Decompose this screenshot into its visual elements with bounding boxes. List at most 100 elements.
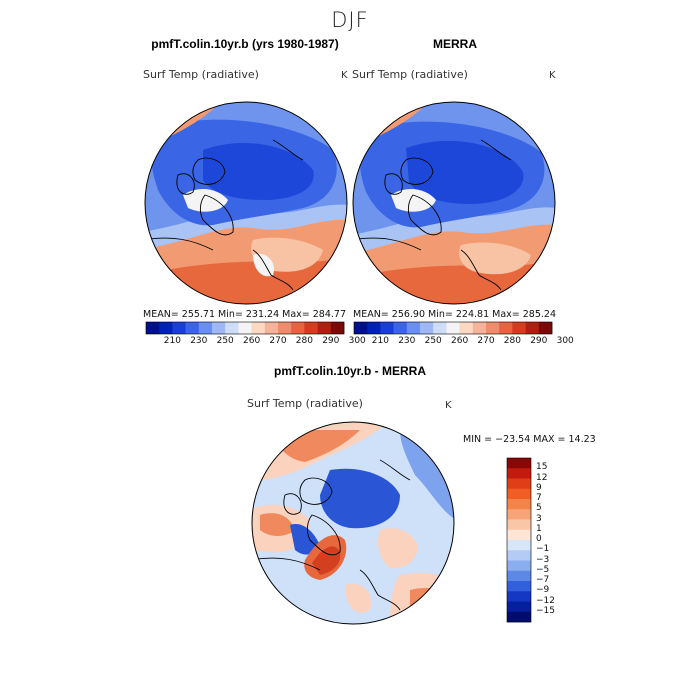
- diff-colorbar-tick-label: 0: [536, 534, 542, 544]
- colorbar-swatch: [172, 322, 186, 334]
- colorbar-swatch: [185, 322, 200, 334]
- difference-unit-label: K: [445, 400, 452, 411]
- colorbar-swatch: [486, 322, 500, 334]
- colorbar-swatch: [433, 322, 447, 334]
- model-stats: MEAN= 255.71 Min= 231.24 Max= 284.77: [143, 309, 347, 320]
- season-title: DJF: [331, 8, 369, 32]
- merra-land-anomaly: [459, 242, 531, 275]
- colorbar-tick-label: 290: [322, 336, 340, 346]
- diff-colorbar-swatch: [507, 601, 531, 613]
- colorbar-swatch: [393, 322, 408, 334]
- diff-colorbar-tick-label: −9: [536, 585, 550, 596]
- merra-colorbar-ticks: 210 230 250 260 270 280 290 300: [354, 336, 574, 348]
- colorbar-swatch: [264, 322, 279, 334]
- colorbar-swatch: [251, 322, 266, 334]
- colorbar-swatch: [380, 322, 394, 334]
- diff-colorbar-tick-label: 15: [536, 462, 548, 473]
- diff-colorbar-tick-label: 12: [536, 472, 548, 483]
- diff-colorbar-swatch: [507, 468, 531, 479]
- colorbar-swatch: [159, 322, 173, 334]
- colorbar-swatch: [446, 322, 460, 334]
- diff-colorbar-tick-label: 5: [536, 503, 542, 514]
- difference-colorbar-ticks: 15 12 9 7 5 3 1 0 −1 −3 −5 −7 −9 −12 −15: [536, 458, 576, 622]
- colorbar-swatch: [459, 322, 474, 334]
- difference-cold-core: [320, 468, 400, 529]
- merra-stats: MEAN= 256.90 Min= 224.81 Max= 285.24: [353, 309, 557, 320]
- model-panel-title: pmfT.colin.10yr.b (yrs 1980-1987): [151, 37, 339, 51]
- model-colorbar: [145, 321, 345, 335]
- colorbar-tick-label: 230: [190, 336, 208, 346]
- diff-colorbar-swatch: [507, 540, 531, 551]
- model-unit-label: K: [341, 70, 348, 81]
- colorbar-tick-label: 280: [503, 336, 521, 346]
- diff-colorbar-tick-label: −12: [536, 595, 555, 606]
- colorbar-swatch: [291, 322, 305, 334]
- diff-colorbar-swatch: [507, 550, 531, 561]
- difference-variable-label: Surf Temp (radiative): [247, 397, 363, 410]
- merra-panel-title: MERRA: [433, 37, 477, 51]
- diff-colorbar-swatch: [507, 499, 531, 510]
- diff-colorbar-tick-label: 9: [536, 482, 542, 493]
- colorbar-swatch: [146, 322, 160, 334]
- colorbar-swatch: [367, 322, 381, 334]
- colorbar-tick-label: 210: [163, 336, 181, 346]
- diff-colorbar-swatch: [507, 519, 531, 531]
- diff-colorbar-swatch: [507, 611, 531, 623]
- model-variable-label: Surf Temp (radiative): [143, 68, 259, 81]
- diff-colorbar-swatch: [507, 458, 531, 469]
- difference-polar-map: [251, 421, 455, 625]
- diff-colorbar-swatch: [507, 478, 531, 490]
- colorbar-tick-label: 300: [348, 336, 366, 346]
- colorbar-swatch: [499, 322, 513, 334]
- merra-colorbar: [353, 321, 553, 335]
- colorbar-swatch: [525, 322, 540, 334]
- colorbar-swatch: [225, 322, 239, 334]
- colorbar-swatch: [538, 322, 553, 334]
- diff-colorbar-tick-label: −15: [536, 605, 555, 616]
- colorbar-tick-label: 260: [451, 336, 469, 346]
- colorbar-swatch: [406, 322, 421, 334]
- diff-colorbar-swatch: [507, 581, 531, 592]
- colorbar-swatch: [212, 322, 226, 334]
- difference-panel-title: pmfT.colin.10yr.b - MERRA: [273, 364, 427, 378]
- difference-stats: MIN = −23.54 MAX = 14.23: [463, 434, 596, 445]
- difference-colorbar: [506, 457, 532, 623]
- diff-colorbar-swatch: [507, 560, 531, 572]
- colorbar-swatch: [512, 322, 526, 334]
- diff-colorbar-swatch: [507, 529, 531, 541]
- colorbar-swatch: [198, 322, 213, 334]
- colorbar-tick-label: 270: [269, 336, 287, 346]
- colorbar-tick-label: 260: [243, 336, 261, 346]
- diff-colorbar-tick-label: 7: [536, 493, 542, 503]
- colorbar-tick-label: 210: [371, 336, 389, 346]
- diff-colorbar-swatch: [507, 509, 531, 520]
- diff-colorbar-tick-label: −5: [536, 564, 550, 575]
- merra-polar-map: [352, 101, 556, 305]
- model-colorbar-ticks: 210 230 250 260 270 280 290 300: [146, 336, 366, 348]
- diff-colorbar-swatch: [507, 570, 531, 582]
- diff-colorbar-tick-label: −7: [536, 575, 550, 585]
- colorbar-tick-label: 250: [216, 336, 234, 346]
- merra-unit-label: K: [549, 70, 556, 81]
- colorbar-swatch: [472, 322, 487, 334]
- colorbar-tick-label: 290: [530, 336, 548, 346]
- colorbar-tick-label: 230: [398, 336, 416, 346]
- diff-colorbar-tick-label: −1: [536, 544, 550, 555]
- colorbar-tick-label: 300: [556, 336, 574, 346]
- colorbar-swatch: [330, 322, 345, 334]
- merra-variable-label: Surf Temp (radiative): [352, 68, 468, 81]
- colorbar-swatch: [317, 322, 332, 334]
- diff-colorbar-tick-label: 3: [536, 513, 542, 524]
- diff-colorbar-swatch: [507, 591, 531, 602]
- diff-colorbar-tick-label: −3: [536, 554, 550, 565]
- colorbar-tick-label: 270: [477, 336, 495, 346]
- colorbar-swatch: [238, 322, 252, 334]
- diff-colorbar-swatch: [507, 488, 531, 500]
- diff-colorbar-tick-label: 1: [536, 523, 542, 534]
- colorbar-tick-label: 250: [424, 336, 442, 346]
- colorbar-swatch: [278, 322, 292, 334]
- colorbar-tick-label: 280: [295, 336, 313, 346]
- model-polar-map: [144, 101, 348, 305]
- colorbar-swatch: [354, 322, 368, 334]
- colorbar-swatch: [304, 322, 318, 334]
